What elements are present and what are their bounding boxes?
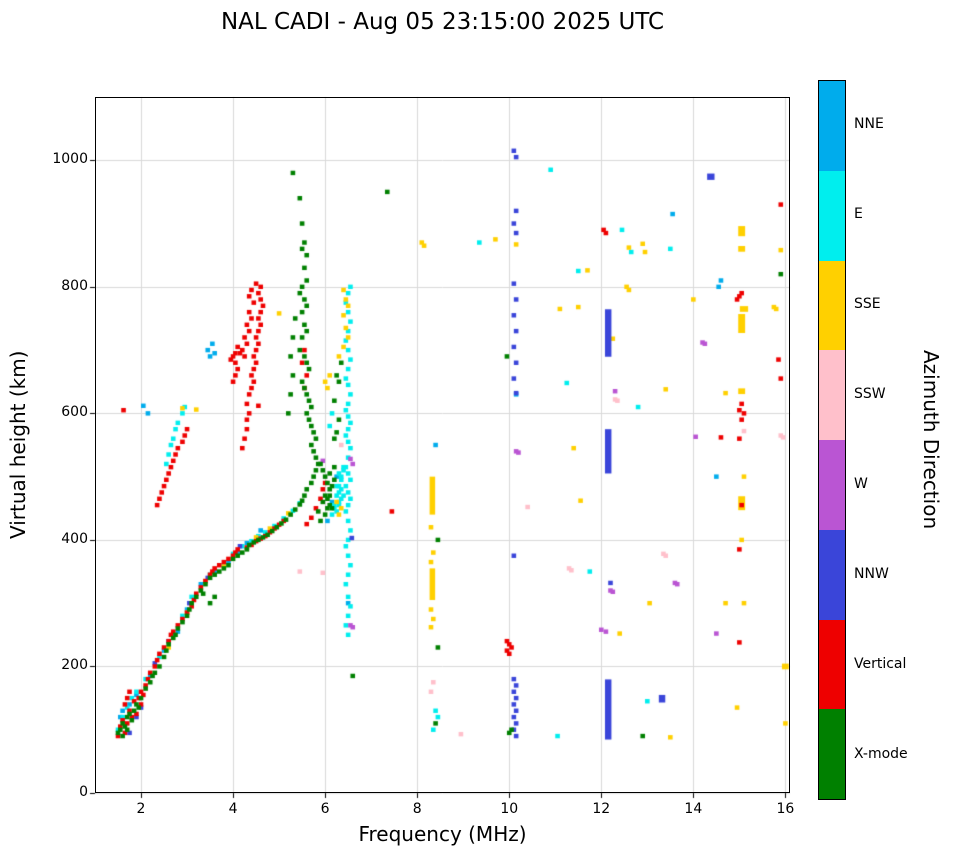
x-axis-label: Frequency (MHz): [358, 822, 527, 846]
colorbar-segment-e: [819, 170, 845, 261]
x-tick-label: 10: [500, 801, 519, 817]
x-tick-label: 12: [592, 801, 611, 817]
x-tick-label: 2: [136, 801, 146, 817]
chart-title: NAL CADI - Aug 05 23:15:00 2025 UTC: [220, 9, 665, 35]
colorbar-segment-ssw: [819, 350, 845, 440]
colorbar-title: Azimuth Direction: [919, 350, 943, 530]
y-tick-label: 400: [61, 530, 88, 547]
colorbar-label-x-mode: X-mode: [854, 746, 908, 762]
colorbar-label-nne: NNE: [854, 116, 884, 132]
azimuth-colorbar: [818, 80, 846, 800]
y-tick-label: 1000: [52, 151, 88, 168]
colorbar-segment-nne: [819, 81, 845, 171]
x-tick-label: 16: [776, 801, 795, 817]
y-tick-label: 0: [79, 784, 88, 800]
colorbar-label-e: E: [854, 206, 863, 222]
colorbar-label-ssw: SSW: [854, 386, 886, 402]
colorbar-label-vertical: Vertical: [854, 656, 907, 672]
colorbar-label-sse: SSE: [854, 296, 881, 312]
colorbar-label-w: W: [854, 476, 868, 492]
x-tick-label: 6: [320, 801, 330, 817]
colorbar-segment-w: [819, 440, 845, 530]
colorbar-segment-nnw: [819, 529, 845, 620]
colorbar-segment-sse: [819, 260, 845, 351]
y-axis-label: Virtual height (km): [6, 350, 30, 540]
colorbar-segment-x-mode: [819, 709, 845, 799]
y-tick-label: 600: [61, 404, 88, 421]
colorbar-segment-vertical: [819, 619, 845, 710]
x-tick-label: 14: [684, 801, 703, 817]
x-tick-label: 4: [228, 801, 238, 817]
y-tick-label: 200: [61, 657, 88, 674]
plot-area-frame: [95, 97, 790, 793]
y-tick-label: 800: [61, 277, 88, 294]
x-tick-label: 8: [412, 801, 422, 817]
colorbar-label-nnw: NNW: [854, 566, 889, 582]
